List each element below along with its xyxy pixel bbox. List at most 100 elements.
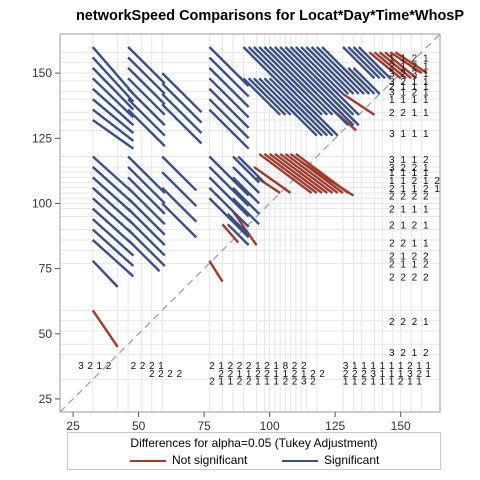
segment-significant-94 bbox=[232, 186, 261, 215]
segment-significant-1 bbox=[91, 56, 135, 103]
x-tick-label-3: 100 bbox=[260, 419, 280, 433]
right-label-1: 2 1 2 1 bbox=[389, 61, 430, 72]
bottom-label-71: 1 bbox=[380, 377, 386, 388]
bottom-label-18: 2 bbox=[264, 361, 270, 372]
right-label-11: 1 1 1 1 bbox=[389, 168, 430, 179]
segment-significant-38 bbox=[161, 155, 198, 192]
bottom-label-7: 1 bbox=[158, 361, 164, 372]
x-tick-label-5: 150 bbox=[391, 419, 411, 433]
segment-significant-34 bbox=[161, 72, 203, 114]
right-label-13: 2 1 1 2 1 bbox=[389, 184, 441, 195]
bottom-label-54: 2 bbox=[407, 361, 413, 372]
y-tick-label-5: 150 bbox=[32, 66, 52, 80]
segment-significant-105 bbox=[347, 67, 376, 95]
bottom-label-22: 2 bbox=[301, 361, 307, 372]
bottom-label-23: 2 bbox=[218, 369, 224, 380]
bottom-label-75: 1 bbox=[416, 377, 422, 388]
bottom-label-33: 2 bbox=[310, 369, 316, 380]
bottom-label-69: 2 bbox=[361, 377, 367, 388]
segment-not-significant-18 bbox=[373, 51, 407, 80]
bottom-label-56: 1 bbox=[425, 361, 431, 372]
segment-significant-98 bbox=[226, 213, 250, 236]
right-label-10: 3 2 2 1 bbox=[389, 163, 430, 174]
segment-significant-103 bbox=[357, 46, 392, 80]
segment-not-significant-6 bbox=[268, 152, 323, 194]
right-label-17: 2 2 1 1 bbox=[389, 239, 430, 250]
right-label-19: 2 1 1 2 bbox=[389, 259, 430, 270]
segment-significant-87 bbox=[284, 98, 323, 137]
bottom-label-63: 1 bbox=[398, 369, 404, 380]
bottom-label-39: 2 bbox=[246, 377, 252, 388]
bottom-label-45: 3 bbox=[301, 377, 307, 388]
y-tick-label-4: 125 bbox=[32, 131, 52, 145]
segment-significant-99 bbox=[226, 223, 250, 247]
segment-significant-2 bbox=[91, 67, 135, 111]
bottom-label-36: 1 bbox=[218, 377, 224, 388]
bottom-label-29: 1 bbox=[273, 369, 279, 380]
segment-not-significant-7 bbox=[274, 152, 329, 194]
segment-significant-53 bbox=[208, 197, 250, 239]
bottom-label-40: 1 bbox=[255, 377, 261, 388]
right-label-21: 2 2 2 1 bbox=[389, 317, 430, 328]
bottom-label-27: 2 bbox=[255, 369, 261, 380]
segment-significant-64 bbox=[295, 46, 344, 95]
segment-not-significant-22 bbox=[394, 51, 428, 75]
segment-significant-5 bbox=[91, 98, 135, 134]
segment-significant-51 bbox=[208, 176, 250, 218]
segment-significant-15 bbox=[91, 228, 135, 267]
right-label-22: 3 2 1 2 bbox=[389, 348, 430, 359]
segment-significant-32 bbox=[127, 228, 166, 267]
diagonal-reference-line bbox=[59, 33, 441, 413]
bottom-label-14: 2 bbox=[228, 361, 234, 372]
right-label-0: 1 1 2 1 bbox=[389, 53, 430, 64]
right-label-2: 3 2 3 1 bbox=[389, 69, 430, 80]
segment-significant-78 bbox=[284, 77, 323, 116]
bottom-label-47: 3 bbox=[343, 361, 349, 372]
segment-significant-19 bbox=[127, 56, 166, 95]
legend-item-not-significant: Not significant bbox=[130, 453, 247, 467]
segment-significant-25 bbox=[127, 155, 166, 194]
bottom-label-64: 3 bbox=[407, 369, 413, 380]
right-label-4: 2 1 1 1 bbox=[389, 82, 430, 93]
bottom-label-68: 1 bbox=[352, 377, 358, 388]
segment-significant-42 bbox=[208, 46, 250, 87]
bottom-label-34: 2 bbox=[319, 369, 325, 380]
bottom-label-13: 1 bbox=[218, 361, 224, 372]
legend: Differences for alpha=0.05 (Tukey Adjust… bbox=[67, 432, 441, 470]
bottom-label-38: 2 bbox=[237, 377, 243, 388]
segment-significant-23 bbox=[127, 98, 166, 137]
segment-significant-4 bbox=[91, 87, 135, 127]
segment-significant-79 bbox=[289, 77, 329, 116]
segment-significant-92 bbox=[232, 166, 261, 194]
segment-significant-100 bbox=[342, 46, 376, 80]
segment-significant-107 bbox=[321, 98, 350, 127]
segment-significant-50 bbox=[208, 166, 250, 207]
segment-significant-45 bbox=[208, 77, 250, 119]
chart-title: networkSpeed Comparisons for Locat*Day*T… bbox=[75, 8, 465, 24]
bottom-label-26: 1 bbox=[246, 369, 252, 380]
segment-not-significant-4 bbox=[258, 152, 313, 194]
x-tick-label-0: 25 bbox=[66, 419, 80, 433]
bottom-label-61: 1 bbox=[380, 369, 386, 380]
segment-significant-11 bbox=[91, 186, 135, 226]
bottom-label-21: 2 bbox=[292, 361, 298, 372]
segment-significant-101 bbox=[347, 46, 381, 80]
bottom-label-44: 2 bbox=[292, 377, 298, 388]
right-label-6: 1 1 1 1 bbox=[389, 95, 430, 106]
segment-significant-80 bbox=[295, 77, 334, 116]
segment-significant-93 bbox=[232, 176, 261, 205]
segment-significant-46 bbox=[208, 87, 250, 129]
bottom-label-9: 2 bbox=[158, 369, 164, 380]
segment-significant-18 bbox=[127, 46, 166, 85]
segment-significant-30 bbox=[127, 207, 166, 247]
segment-not-significant-16 bbox=[342, 92, 376, 116]
bottom-label-65: 2 bbox=[416, 369, 422, 380]
segment-significant-95 bbox=[232, 197, 261, 226]
segment-significant-40 bbox=[161, 186, 198, 223]
x-tick-label-4: 125 bbox=[325, 419, 345, 433]
segment-significant-37 bbox=[161, 103, 203, 145]
segment-not-significant-0 bbox=[91, 309, 119, 348]
segment-not-significant-12 bbox=[300, 160, 355, 197]
